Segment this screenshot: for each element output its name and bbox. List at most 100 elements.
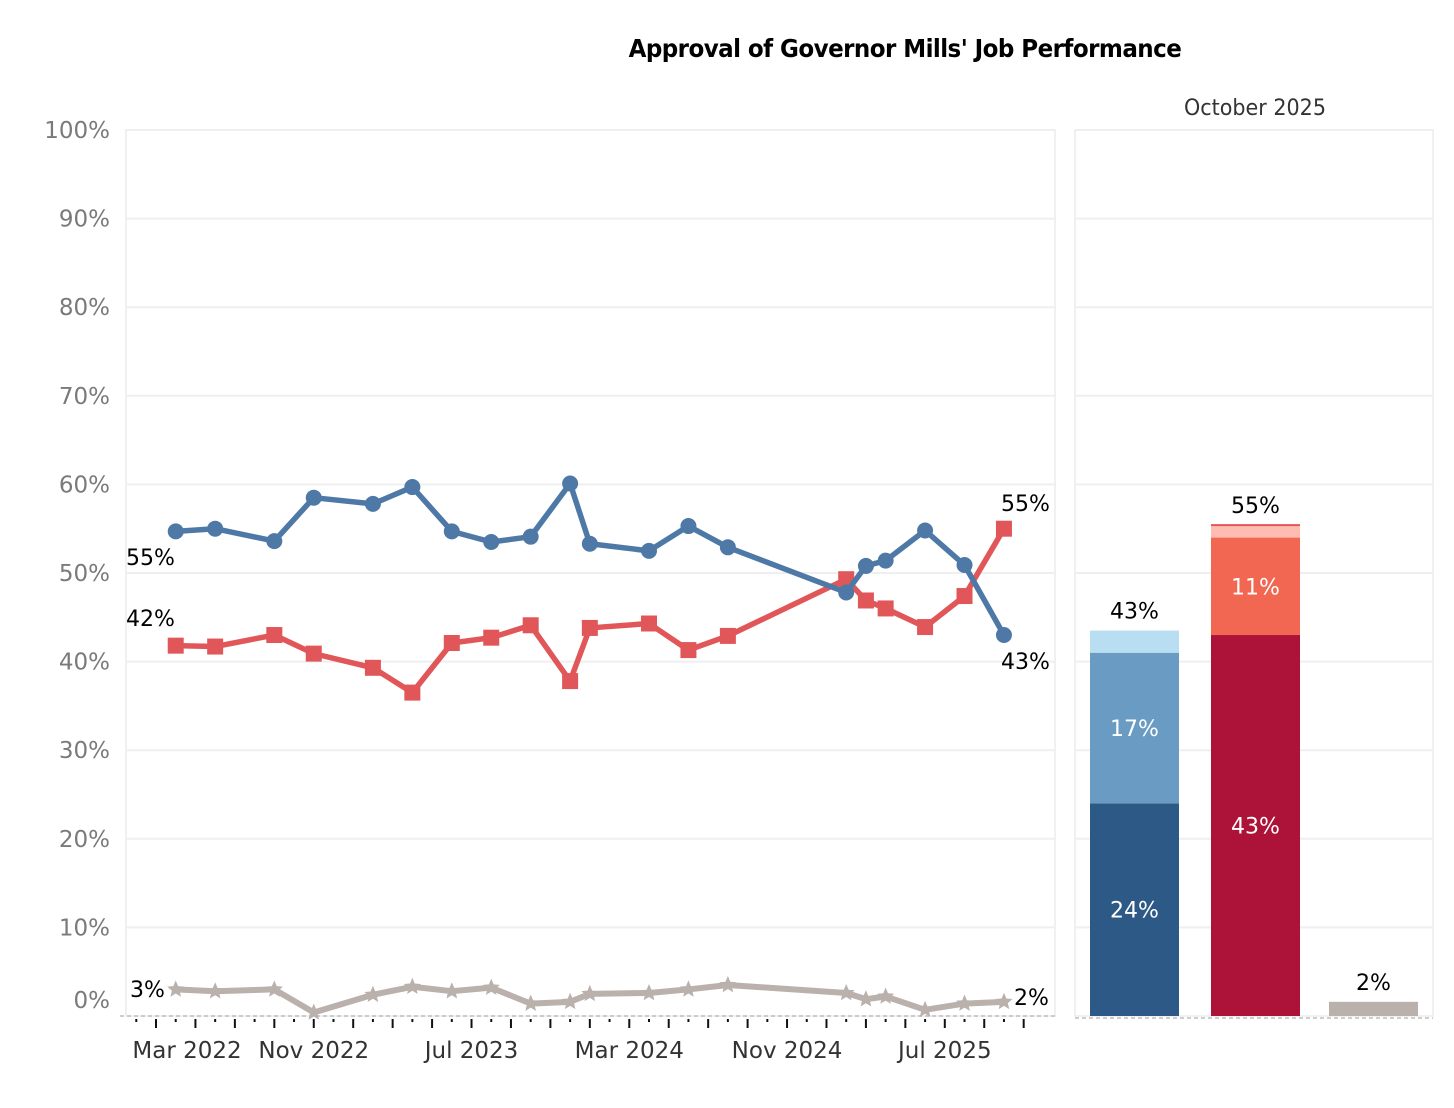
y-tick-label: 10%: [59, 915, 110, 941]
data-point-square: [305, 645, 322, 662]
data-point-circle: [364, 495, 381, 512]
data-point-square: [641, 615, 657, 632]
bar-segment: [1090, 630, 1179, 653]
y-tick-label: 0%: [74, 988, 111, 1014]
y-tick-label: 100%: [44, 118, 110, 144]
data-labels: 55% 43% 42% 55% 3% 2%: [126, 492, 1050, 1011]
series-don-t-know: [167, 976, 1013, 1020]
x-tick-label: Jul 2025: [896, 1038, 992, 1064]
data-point-square: [364, 659, 381, 676]
line-series: [167, 475, 1013, 1020]
data-point-circle: [641, 542, 657, 559]
bar-segment: [1329, 1001, 1418, 1016]
bar-segment: [1090, 652, 1179, 804]
y-tick-label: 20%: [59, 827, 110, 853]
bar-panel-title: October 2025: [1184, 96, 1326, 121]
data-point-square: [719, 627, 736, 644]
data-point-circle: [917, 522, 934, 539]
data-point-circle: [838, 584, 855, 601]
data-point-star: [561, 992, 579, 1010]
data-point-star: [916, 1000, 934, 1018]
bar-segment: [1211, 537, 1300, 636]
data-point-circle: [305, 489, 322, 506]
data-point-circle: [877, 552, 894, 569]
x-tick-label: Nov 2024: [732, 1038, 843, 1064]
data-point-square: [857, 592, 874, 609]
x-tick-label: Jul 2023: [423, 1038, 519, 1064]
data-point-circle: [956, 557, 973, 574]
data-point-square: [680, 642, 697, 659]
line-end-label: 3%: [130, 978, 165, 1003]
x-axis: Mar 2022 Nov 2022 Jul 2023 Mar 2024 Nov 2024…: [120, 1015, 1433, 1064]
bar-approve: 24% 17% 43%: [1090, 600, 1179, 1016]
data-point-circle: [680, 518, 697, 535]
x-tick-label: Mar 2024: [575, 1038, 684, 1064]
data-point-star: [995, 992, 1013, 1010]
data-point-square: [266, 627, 283, 644]
line-end-label: 42%: [126, 607, 175, 632]
bar-total-label: 55%: [1231, 494, 1280, 519]
data-point-circle: [562, 475, 579, 492]
line-end-label: 55%: [126, 546, 175, 571]
bar-segment-label: 17%: [1110, 717, 1159, 742]
data-point-star: [640, 984, 658, 1001]
bar-segment-label: 43%: [1231, 815, 1280, 840]
data-point-square: [167, 637, 184, 654]
data-point-circle: [581, 535, 598, 552]
bar-segment: [1211, 635, 1300, 1016]
data-point-star: [305, 1003, 323, 1020]
x-tick-label: Mar 2022: [132, 1038, 241, 1064]
bar-segment-label: 11%: [1231, 575, 1280, 600]
data-point-star: [443, 982, 461, 999]
y-tick-label: 40%: [59, 650, 110, 676]
data-point-star: [364, 985, 382, 1002]
data-point-star: [265, 980, 283, 997]
data-point-star: [837, 984, 855, 1001]
bar-segment: [1211, 525, 1300, 538]
data-point-square: [917, 619, 934, 636]
chart-title: Approval of Governor Mills' Job Performa…: [628, 34, 1182, 63]
bar-total-label: 43%: [1110, 600, 1159, 625]
y-tick-label: 90%: [59, 207, 110, 233]
data-point-star: [877, 987, 895, 1004]
data-point-circle: [404, 479, 421, 496]
data-point-circle: [167, 523, 184, 540]
data-point-square: [522, 617, 539, 634]
data-point-star: [857, 990, 875, 1007]
series-approve: [167, 475, 1012, 644]
data-point-circle: [522, 528, 539, 545]
bar-segment-label: 24%: [1110, 899, 1159, 924]
data-point-square: [404, 684, 421, 701]
bar-total-label: 2%: [1356, 971, 1391, 996]
y-tick-label: 80%: [59, 295, 110, 321]
data-point-square: [207, 638, 224, 655]
data-point-square: [581, 619, 598, 636]
data-point-square: [995, 520, 1012, 537]
data-point-circle: [857, 557, 874, 574]
data-point-star: [956, 994, 974, 1011]
data-point-circle: [483, 533, 500, 550]
bar-segment: [1090, 803, 1179, 1016]
series-disapprove: [167, 520, 1012, 701]
data-point-square: [483, 629, 500, 646]
bar-don-t-know: 2%: [1329, 971, 1418, 1016]
x-tick-label: Nov 2022: [258, 1038, 369, 1064]
data-point-square: [956, 588, 973, 605]
data-point-star: [482, 978, 500, 995]
data-point-star: [581, 984, 599, 1002]
data-point-square: [443, 634, 460, 651]
data-point-circle: [266, 533, 283, 550]
y-tick-label: 60%: [59, 472, 110, 498]
data-point-star: [719, 976, 737, 993]
stacked-bars: 24% 17% 43% 43% 11% 55% 2%: [1090, 494, 1418, 1016]
data-point-star: [679, 980, 697, 997]
data-point-star: [522, 994, 540, 1011]
data-point-circle: [443, 523, 460, 540]
data-point-circle: [719, 539, 736, 556]
data-point-circle: [995, 627, 1012, 644]
data-point-square: [877, 600, 894, 617]
data-point-star: [167, 980, 185, 997]
y-tick-label: 50%: [59, 561, 110, 587]
bar-disapprove: 43% 11% 55%: [1211, 494, 1300, 1016]
